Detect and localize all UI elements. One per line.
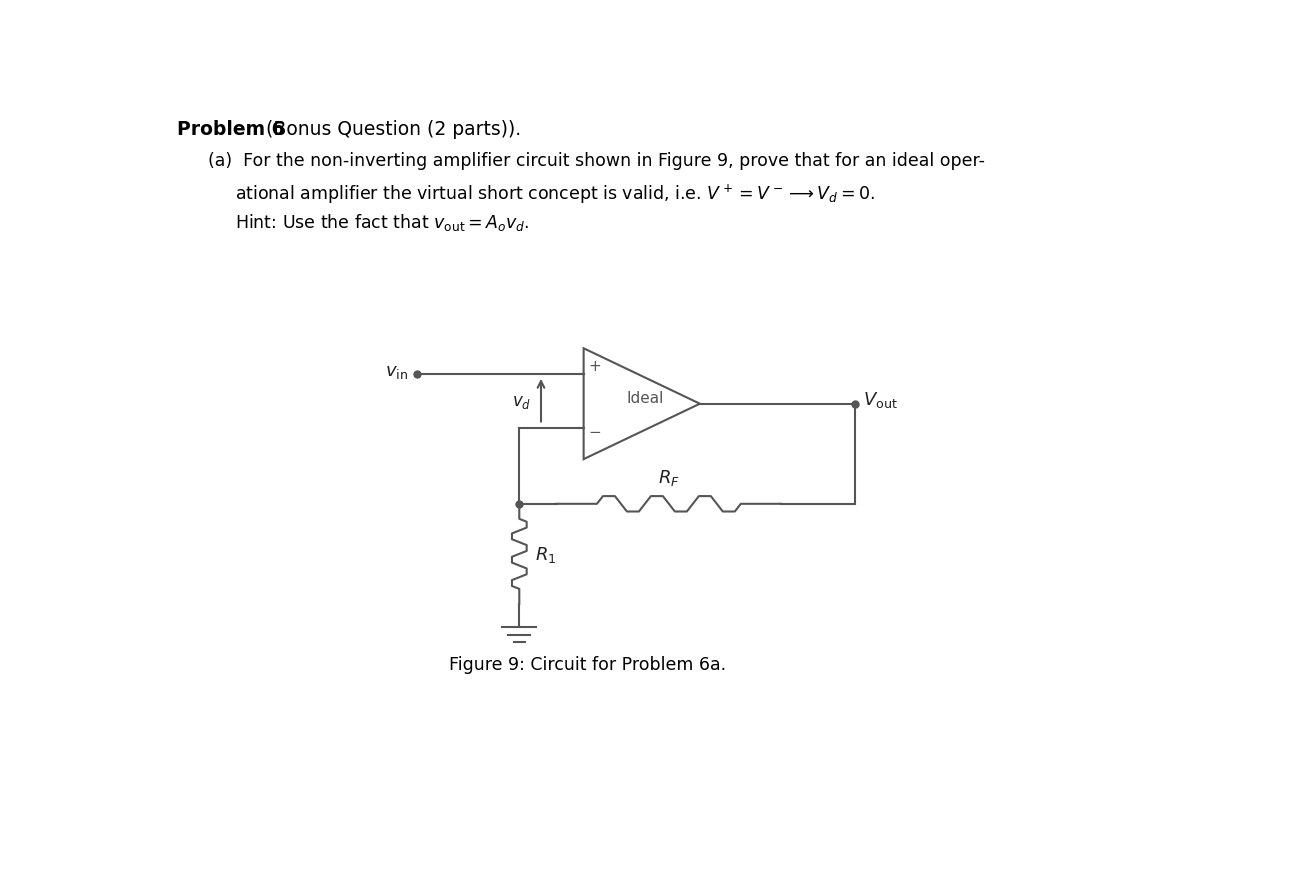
Text: −: − — [588, 424, 601, 440]
Text: $R_F$: $R_F$ — [658, 468, 680, 488]
Text: (a)  For the non-inverting amplifier circuit shown in Figure 9, prove that for a: (a) For the non-inverting amplifier circ… — [208, 152, 984, 170]
Text: $v_\mathrm{in}$: $v_\mathrm{in}$ — [384, 363, 408, 381]
Text: +: + — [588, 358, 601, 374]
Text: Ideal: Ideal — [627, 390, 664, 406]
Text: Problem 6: Problem 6 — [177, 120, 284, 139]
Text: Figure 9: Circuit for Problem 6a.: Figure 9: Circuit for Problem 6a. — [449, 655, 726, 673]
Text: $V_\mathrm{out}$: $V_\mathrm{out}$ — [863, 389, 898, 409]
Text: (Bonus Question (2 parts)).: (Bonus Question (2 parts)). — [261, 120, 521, 139]
Text: $v_d$: $v_d$ — [512, 393, 531, 411]
Text: $R_1$: $R_1$ — [535, 544, 556, 564]
Text: Hint: Use the fact that $v_\mathrm{out} = A_o v_d$.: Hint: Use the fact that $v_\mathrm{out} … — [235, 212, 529, 233]
Text: ational amplifier the virtual short concept is valid, i.e. $V^+ = V^- \longright: ational amplifier the virtual short conc… — [235, 182, 875, 206]
